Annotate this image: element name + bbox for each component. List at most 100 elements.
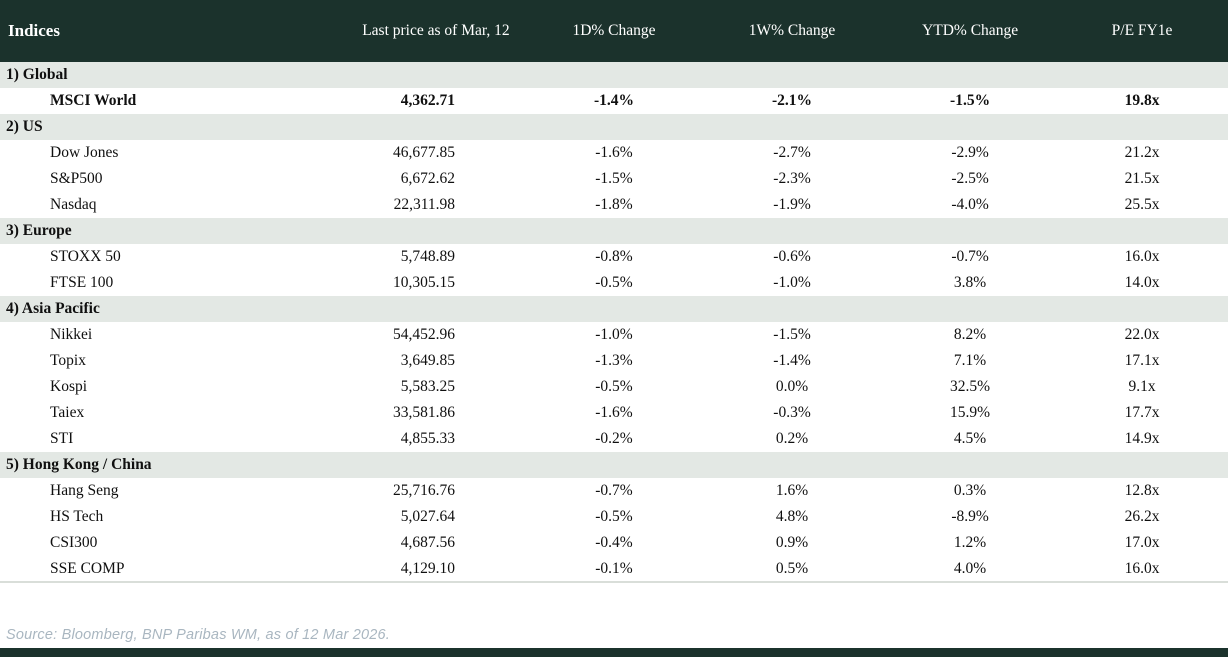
ytd-change-cell: 3.8%	[953, 274, 987, 291]
1w-change-cell: 0.2%	[775, 430, 809, 447]
index-row: STOXX 50 5,748.89 -0.8% -0.6% -0.7% 16.0x	[0, 244, 1228, 270]
1d-change-cell: -1.6%	[595, 144, 633, 161]
index-name-cell: FTSE 100	[50, 274, 114, 291]
source-note: Source: Bloomberg, BNP Paribas WM, as of…	[6, 627, 391, 643]
pe-cell: 12.8x	[1124, 482, 1160, 499]
pe-cell: 16.0x	[1124, 248, 1160, 265]
section-label: 5) Hong Kong / China	[6, 456, 152, 473]
last-price-cell: 5,027.64	[400, 508, 456, 525]
1w-change-cell: 0.9%	[775, 534, 809, 551]
index-name-cell: S&P500	[50, 170, 103, 187]
bottom-accent-bar	[0, 648, 1228, 657]
index-name-cell: Topix	[50, 352, 86, 369]
index-name-cell: Nikkei	[50, 326, 93, 343]
index-name-cell: Kospi	[50, 378, 88, 395]
pe-cell: 26.2x	[1124, 508, 1160, 525]
1w-change-cell: -2.1%	[772, 92, 813, 109]
section-row: 1) Global	[0, 62, 1228, 88]
pe-cell: 16.0x	[1124, 559, 1160, 577]
ytd-change-cell: -4.0%	[951, 196, 989, 213]
1w-change-cell: 4.8%	[775, 508, 809, 525]
index-name-cell: MSCI World	[50, 92, 137, 109]
section-label: 2) US	[6, 118, 43, 135]
1d-change-cell: -1.6%	[595, 404, 633, 421]
pe-cell: 19.8x	[1124, 92, 1160, 109]
section-label: 4) Asia Pacific	[6, 300, 100, 317]
last-price-cell: 4,362.71	[400, 92, 456, 109]
pe-cell: 25.5x	[1124, 196, 1160, 213]
pe-cell: 9.1x	[1128, 378, 1156, 395]
1w-change-cell: 1.6%	[775, 482, 809, 499]
index-row: Taiex 33,581.86 -1.6% -0.3% 15.9% 17.7x	[0, 400, 1228, 426]
1d-change-cell: -0.8%	[595, 248, 633, 265]
1d-change-cell: -1.0%	[595, 326, 633, 343]
pe-cell: 21.2x	[1124, 144, 1160, 161]
last-price-cell: 6,672.62	[400, 170, 456, 187]
index-name-cell: Dow Jones	[50, 144, 119, 161]
index-name-cell: HS Tech	[50, 508, 104, 525]
1w-change-cell: -1.9%	[773, 196, 811, 213]
header-ytd-change: YTD% Change	[922, 22, 1019, 39]
1d-change-cell: -0.5%	[595, 274, 633, 291]
index-name-cell: Nasdaq	[50, 196, 97, 213]
last-price-cell: 46,677.85	[393, 144, 456, 161]
last-price-cell: 5,748.89	[400, 248, 456, 265]
section-row: 2) US	[0, 114, 1228, 140]
pe-cell: 17.0x	[1124, 534, 1160, 551]
ytd-change-cell: 8.2%	[953, 326, 987, 343]
1w-change-cell: -2.3%	[773, 170, 811, 187]
table-header: Indices Last price as of Mar, 12 1D% Cha…	[0, 0, 1228, 62]
1w-change-cell: -0.6%	[773, 248, 811, 265]
last-price-cell: 4,129.10	[400, 559, 456, 577]
index-name-cell: SSE COMP	[50, 559, 125, 577]
pe-cell: 22.0x	[1124, 326, 1160, 343]
index-row: FTSE 100 10,305.15 -0.5% -1.0% 3.8% 14.0x	[0, 270, 1228, 296]
header-last-price: Last price as of Mar, 12	[362, 22, 510, 39]
1w-change-cell: -1.0%	[773, 274, 811, 291]
last-price-cell: 10,305.15	[393, 274, 456, 291]
index-row: Topix 3,649.85 -1.3% -1.4% 7.1% 17.1x	[0, 348, 1228, 374]
index-name-cell: CSI300	[50, 534, 98, 551]
index-row: CSI300 4,687.56 -0.4% 0.9% 1.2% 17.0x	[0, 530, 1228, 556]
1d-change-cell: -1.5%	[595, 170, 633, 187]
index-name-cell: Hang Seng	[50, 482, 119, 499]
1d-change-cell: -0.1%	[595, 559, 633, 577]
section-row: 4) Asia Pacific	[0, 296, 1228, 322]
index-row: SSE COMP 4,129.10 -0.1% 0.5% 4.0% 16.0x	[0, 556, 1228, 582]
ytd-change-cell: -2.9%	[951, 144, 989, 161]
1w-change-cell: -1.5%	[773, 326, 811, 343]
index-name-cell: Taiex	[50, 404, 85, 421]
ytd-change-cell: 7.1%	[953, 352, 987, 369]
1w-change-cell: -1.4%	[773, 352, 811, 369]
ytd-change-cell: -0.7%	[951, 248, 989, 265]
index-row: MSCI World 4,362.71 -1.4% -2.1% -1.5% 19.8x	[0, 88, 1228, 114]
index-name-cell: STOXX 50	[50, 248, 121, 265]
header-indices: Indices	[8, 21, 60, 40]
1d-change-cell: -0.5%	[595, 378, 633, 395]
pe-cell: 17.1x	[1124, 352, 1160, 369]
header-pe-fy1e: P/E FY1e	[1111, 22, 1173, 39]
ytd-change-cell: -2.5%	[951, 170, 989, 187]
last-price-cell: 4,687.56	[400, 534, 456, 551]
pe-cell: 17.7x	[1124, 404, 1160, 421]
last-price-cell: 5,583.25	[400, 378, 456, 395]
1w-change-cell: -2.7%	[773, 144, 811, 161]
1d-change-cell: -1.3%	[595, 352, 633, 369]
indices-table: Indices Last price as of Mar, 12 1D% Cha…	[0, 0, 1228, 583]
pe-cell: 14.9x	[1124, 430, 1160, 447]
pe-cell: 14.0x	[1124, 274, 1160, 291]
ytd-change-cell: 4.5%	[953, 430, 987, 447]
1w-change-cell: -0.3%	[773, 404, 811, 421]
index-row: Kospi 5,583.25 -0.5% 0.0% 32.5% 9.1x	[0, 374, 1228, 400]
index-row: STI 4,855.33 -0.2% 0.2% 4.5% 14.9x	[0, 426, 1228, 452]
ytd-change-cell: -8.9%	[951, 508, 989, 525]
section-label: 3) Europe	[6, 222, 72, 239]
ytd-change-cell: 1.2%	[953, 534, 987, 551]
ytd-change-cell: 15.9%	[950, 404, 991, 421]
ytd-change-cell: 0.3%	[953, 482, 987, 499]
1d-change-cell: -0.4%	[595, 534, 633, 551]
index-row: Nikkei 54,452.96 -1.0% -1.5% 8.2% 22.0x	[0, 322, 1228, 348]
index-row: HS Tech 5,027.64 -0.5% 4.8% -8.9% 26.2x	[0, 504, 1228, 530]
ytd-change-cell: -1.5%	[950, 92, 991, 109]
index-row: Hang Seng 25,716.76 -0.7% 1.6% 0.3% 12.8x	[0, 478, 1228, 504]
